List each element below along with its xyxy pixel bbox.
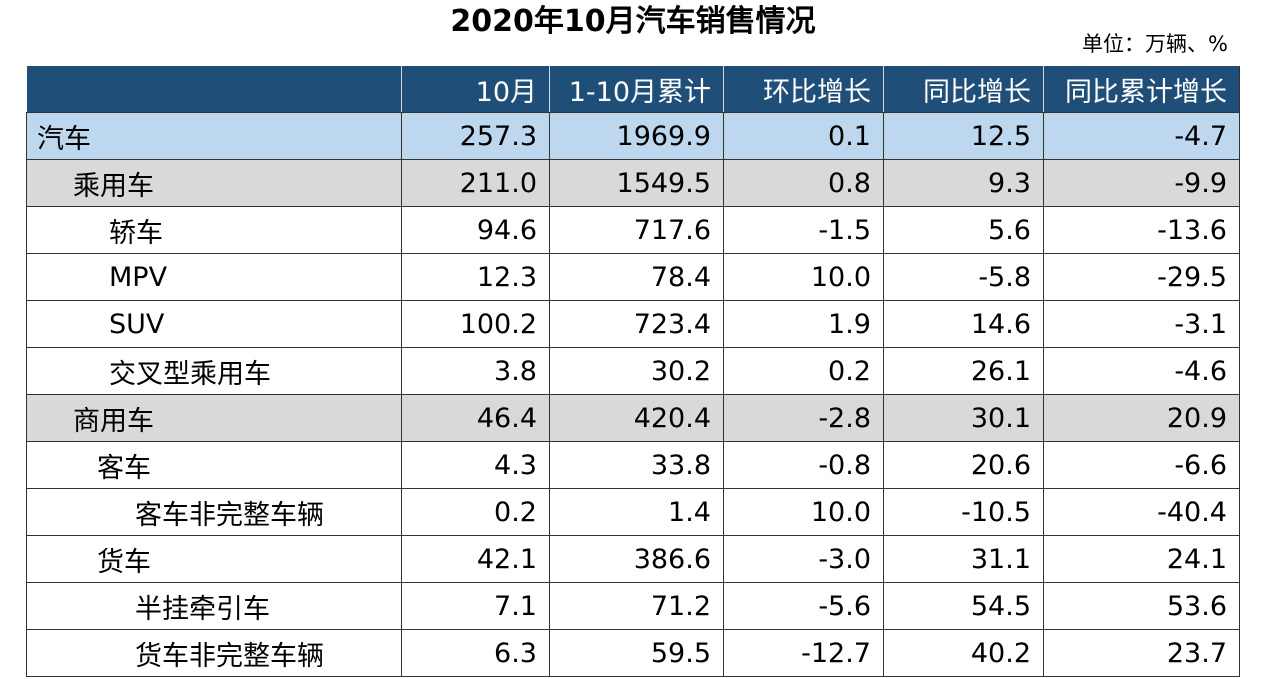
row-label: 货车非完整车辆 (26, 629, 402, 677)
table-cell: 54.5 (883, 582, 1044, 630)
unit-label: 单位：万辆、% (1082, 32, 1228, 56)
table-cell: 20.9 (1043, 394, 1240, 442)
column-header: 环比增长 (723, 66, 884, 113)
table-cell: 0.2 (723, 347, 884, 395)
table-cell: 211.0 (401, 159, 550, 207)
table-cell: -40.4 (1043, 488, 1240, 536)
table-body: 汽车 257.3 1969.9 0.1 12.5 -4.7 乘用车 211.0 1549.5 0.… (26, 112, 1240, 677)
table-cell: 20.6 (883, 441, 1044, 489)
row-label: 轿车 (26, 206, 402, 254)
table-cell: 4.3 (401, 441, 550, 489)
table-cell: 23.7 (1043, 629, 1240, 677)
table-cell: -3.0 (723, 535, 884, 583)
table-cell: 46.4 (401, 394, 550, 442)
table-cell: 0.1 (723, 112, 884, 160)
row-label: 客车 (26, 441, 402, 489)
table-cell: -0.8 (723, 441, 884, 489)
table-cell: -4.7 (1043, 112, 1240, 160)
column-header: 1-10月累计 (549, 66, 724, 113)
table-cell: 723.4 (549, 300, 724, 348)
column-header: 同比累计增长 (1043, 66, 1240, 113)
row-label: 交叉型乘用车 (26, 347, 402, 395)
table-cell: -13.6 (1043, 206, 1240, 254)
table-cell: 1.9 (723, 300, 884, 348)
table-cell: 1.4 (549, 488, 724, 536)
table-cell: 53.6 (1043, 582, 1240, 630)
table-cell: 1549.5 (549, 159, 724, 207)
table-cell: 100.2 (401, 300, 550, 348)
table-cell: -9.9 (1043, 159, 1240, 207)
table-cell: 257.3 (401, 112, 550, 160)
table-row: 商用车 46.4 420.4 -2.8 30.1 20.9 (26, 394, 1240, 442)
table-cell: 31.1 (883, 535, 1044, 583)
table-cell: 420.4 (549, 394, 724, 442)
table-row: MPV 12.3 78.4 10.0 -5.8 -29.5 (26, 253, 1240, 301)
table-cell: 30.1 (883, 394, 1044, 442)
row-label: 商用车 (26, 394, 402, 442)
row-label: 货车 (26, 535, 402, 583)
table-cell: 0.2 (401, 488, 550, 536)
table-cell: 3.8 (401, 347, 550, 395)
table-row: 半挂牵引车 7.1 71.2 -5.6 54.5 53.6 (26, 582, 1240, 630)
table-cell: 10.0 (723, 488, 884, 536)
table-cell: 10.0 (723, 253, 884, 301)
table-row: SUV 100.2 723.4 1.9 14.6 -3.1 (26, 300, 1240, 348)
table-cell: -6.6 (1043, 441, 1240, 489)
table-cell: 9.3 (883, 159, 1044, 207)
table-cell: 0.8 (723, 159, 884, 207)
row-label: 乘用车 (26, 159, 402, 207)
table-cell: -1.5 (723, 206, 884, 254)
table-cell: 33.8 (549, 441, 724, 489)
column-header: 同比增长 (883, 66, 1044, 113)
table-cell: -10.5 (883, 488, 1044, 536)
table-cell: 6.3 (401, 629, 550, 677)
table-row: 客车 4.3 33.8 -0.8 20.6 -6.6 (26, 441, 1240, 489)
row-label: 半挂牵引车 (26, 582, 402, 630)
table-row: 客车非完整车辆 0.2 1.4 10.0 -10.5 -40.4 (26, 488, 1240, 536)
table-cell: 78.4 (549, 253, 724, 301)
table-cell: 717.6 (549, 206, 724, 254)
table-cell: 30.2 (549, 347, 724, 395)
table-cell: -4.6 (1043, 347, 1240, 395)
table-row: 货车 42.1 386.6 -3.0 31.1 24.1 (26, 535, 1240, 583)
row-label: SUV (26, 300, 402, 348)
table-cell: -12.7 (723, 629, 884, 677)
column-header: 10月 (401, 66, 550, 113)
table-cell: 5.6 (883, 206, 1044, 254)
column-header (26, 66, 402, 113)
table-cell: 12.3 (401, 253, 550, 301)
table-cell: -3.1 (1043, 300, 1240, 348)
table-cell: -5.8 (883, 253, 1044, 301)
table-row: 汽车 257.3 1969.9 0.1 12.5 -4.7 (26, 112, 1240, 160)
table-cell: 386.6 (549, 535, 724, 583)
page-title: 2020年10月汽车销售情况 (450, 4, 816, 39)
table-cell: 42.1 (401, 535, 550, 583)
row-label: 客车非完整车辆 (26, 488, 402, 536)
table-cell: 71.2 (549, 582, 724, 630)
table-cell: -29.5 (1043, 253, 1240, 301)
table-cell: 59.5 (549, 629, 724, 677)
table-cell: 24.1 (1043, 535, 1240, 583)
table-row: 乘用车 211.0 1549.5 0.8 9.3 -9.9 (26, 159, 1240, 207)
row-label: MPV (26, 253, 402, 301)
sales-table: 10月 1-10月累计 环比增长 同比增长 同比累计增长 汽车 257.3 1969… (26, 66, 1240, 677)
table-cell: 26.1 (883, 347, 1044, 395)
table-cell: 14.6 (883, 300, 1044, 348)
table-cell: 40.2 (883, 629, 1044, 677)
row-label: 汽车 (26, 112, 402, 160)
table-row: 交叉型乘用车 3.8 30.2 0.2 26.1 -4.6 (26, 347, 1240, 395)
table-row: 货车非完整车辆 6.3 59.5 -12.7 40.2 23.7 (26, 629, 1240, 677)
table-cell: 12.5 (883, 112, 1044, 160)
table-cell: 94.6 (401, 206, 550, 254)
table-cell: -5.6 (723, 582, 884, 630)
table-cell: 1969.9 (549, 112, 724, 160)
table-header-row: 10月 1-10月累计 环比增长 同比增长 同比累计增长 (26, 66, 1240, 113)
table-cell: 7.1 (401, 582, 550, 630)
table-row: 轿车 94.6 717.6 -1.5 5.6 -13.6 (26, 206, 1240, 254)
table-cell: -2.8 (723, 394, 884, 442)
